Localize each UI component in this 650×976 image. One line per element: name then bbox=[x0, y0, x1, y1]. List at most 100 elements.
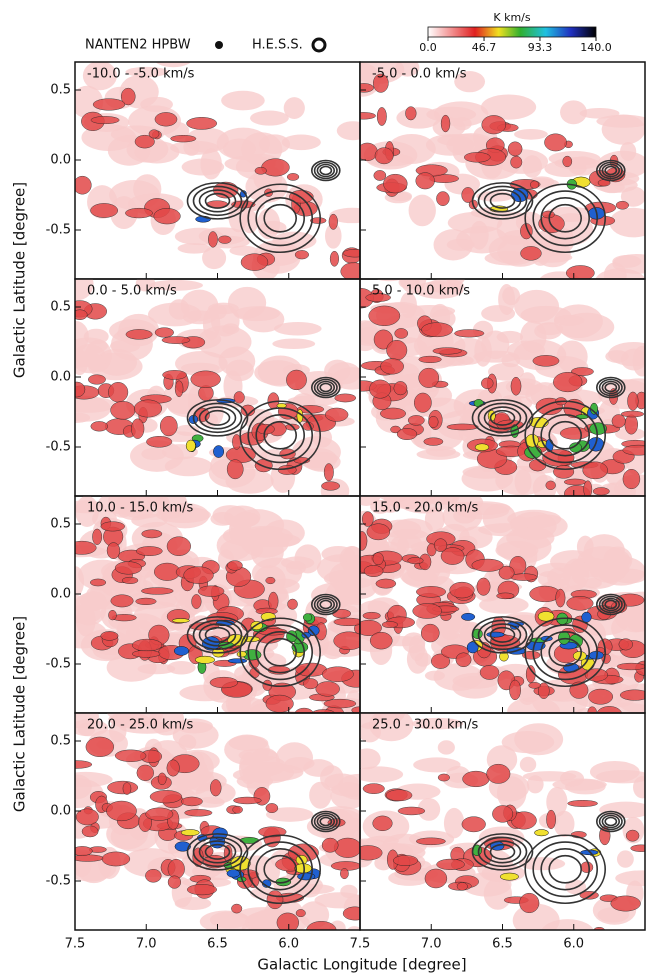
emission-blob bbox=[473, 350, 519, 363]
hess-contours bbox=[186, 810, 341, 905]
emission-blob bbox=[492, 805, 514, 823]
hess-contours bbox=[186, 593, 341, 688]
emission-blob bbox=[304, 928, 337, 930]
emission-blob bbox=[380, 407, 406, 420]
emission-blob bbox=[541, 210, 555, 219]
emission-blob bbox=[514, 128, 548, 140]
emission-blob bbox=[619, 689, 645, 701]
emission-blob bbox=[416, 586, 446, 598]
emission-blob bbox=[553, 372, 583, 393]
emission-blob bbox=[488, 235, 533, 264]
emission-blob bbox=[286, 369, 307, 391]
emission-blob bbox=[166, 759, 180, 777]
emission-blob bbox=[100, 631, 119, 641]
emission-blob bbox=[566, 596, 594, 611]
emission-blob bbox=[274, 321, 322, 336]
emission-core bbox=[534, 829, 549, 837]
emission-blob bbox=[408, 194, 436, 227]
emission-blob bbox=[134, 134, 155, 149]
emission-blob bbox=[88, 374, 106, 385]
emission-blob bbox=[362, 611, 381, 620]
emission-blob bbox=[149, 279, 203, 291]
emission-blob bbox=[229, 245, 258, 256]
emission-blob bbox=[372, 73, 389, 93]
emission-blob bbox=[412, 603, 443, 619]
emission-blob bbox=[421, 322, 453, 338]
emission-blob bbox=[610, 895, 641, 912]
emission-blob bbox=[360, 845, 383, 861]
emission-blob bbox=[82, 62, 117, 91]
emission-blob bbox=[340, 262, 360, 279]
emission-blob bbox=[476, 577, 491, 596]
emission-blob bbox=[325, 407, 349, 422]
legend-ring bbox=[311, 37, 327, 53]
emission-blob bbox=[616, 662, 645, 671]
emission-blob bbox=[546, 786, 568, 817]
emission bbox=[75, 496, 360, 713]
emission-blob bbox=[449, 581, 475, 599]
emission-blob bbox=[258, 826, 287, 838]
hess-contour bbox=[313, 378, 338, 397]
emission-blob bbox=[418, 355, 442, 364]
emission-core bbox=[174, 841, 191, 852]
panel-title: 25.0 - 30.0 km/s bbox=[372, 718, 479, 733]
hess-contour bbox=[310, 810, 341, 833]
emission-blob bbox=[369, 379, 392, 399]
hess-contour bbox=[595, 376, 626, 399]
emission-blob bbox=[106, 542, 121, 559]
emission-blob bbox=[186, 117, 218, 130]
emission-blob bbox=[514, 469, 532, 495]
emission-blob bbox=[312, 427, 333, 448]
emission-blob bbox=[334, 393, 357, 403]
y-axis-label: Galactic Latitude [degree] bbox=[11, 616, 29, 812]
emission-blob bbox=[391, 518, 433, 540]
emission-blob bbox=[622, 469, 641, 490]
emission-blob bbox=[393, 855, 418, 866]
emission-blob bbox=[133, 399, 163, 418]
emission-blob bbox=[386, 340, 408, 361]
emission-blob bbox=[323, 705, 345, 713]
emission-blob bbox=[405, 106, 417, 121]
emission-blob bbox=[98, 496, 153, 515]
emission-blob bbox=[218, 235, 232, 244]
emission-blob bbox=[365, 835, 399, 846]
emission-blob bbox=[464, 152, 491, 163]
emission-blob bbox=[595, 268, 645, 279]
emission-blob bbox=[480, 94, 537, 120]
emission-blob bbox=[360, 766, 404, 783]
emission-blob bbox=[397, 806, 426, 816]
emission-blob bbox=[109, 339, 141, 353]
emission-blob bbox=[180, 362, 220, 374]
emission-blob bbox=[587, 706, 597, 713]
emission-blob bbox=[146, 436, 173, 448]
emission-blob bbox=[372, 552, 384, 566]
emission-blob bbox=[141, 529, 163, 539]
hess-contour bbox=[548, 203, 583, 233]
hess-contour bbox=[186, 399, 249, 437]
emission-blob bbox=[560, 100, 587, 125]
x-tick-label: 7.5 bbox=[350, 937, 371, 952]
hess-contour bbox=[601, 163, 620, 178]
emission bbox=[360, 279, 645, 496]
emission-blob bbox=[327, 362, 360, 385]
emission-blob bbox=[545, 480, 556, 491]
emission-blob bbox=[625, 829, 640, 842]
emission-blob bbox=[114, 749, 147, 762]
hess-contour bbox=[483, 840, 522, 864]
emission-core bbox=[499, 872, 519, 881]
emission-blob bbox=[167, 661, 196, 675]
hess-contour bbox=[198, 840, 237, 864]
emission-blob bbox=[183, 566, 214, 584]
emission-blob bbox=[240, 253, 269, 271]
emission-blob bbox=[495, 541, 539, 560]
emission-blob bbox=[75, 846, 93, 856]
panel-title: 5.0 - 10.0 km/s bbox=[372, 284, 470, 299]
emission-blob bbox=[496, 592, 515, 600]
hess-contour bbox=[483, 406, 522, 430]
emission-core bbox=[226, 869, 240, 878]
emission-blob bbox=[507, 141, 523, 157]
emission-blob bbox=[462, 770, 490, 788]
emission-blob bbox=[202, 307, 221, 341]
hess-contour bbox=[540, 197, 591, 240]
hess-contour bbox=[598, 161, 623, 180]
